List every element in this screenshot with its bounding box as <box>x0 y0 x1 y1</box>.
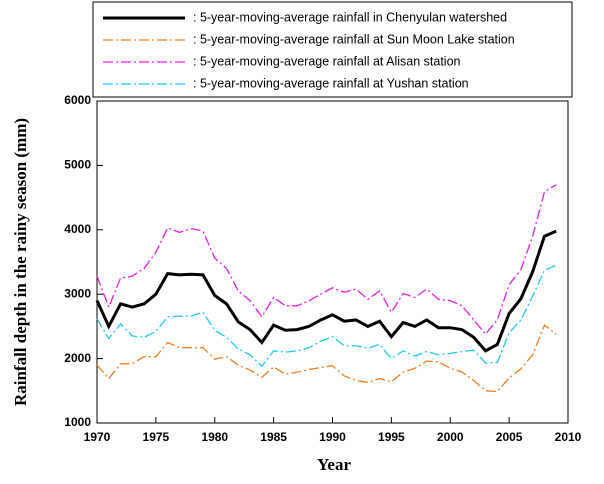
y-tick-label: 3000 <box>64 286 91 300</box>
legend-label: : 5-year-moving-average rainfall in Chen… <box>193 10 507 24</box>
x-tick-label: 2000 <box>437 430 464 444</box>
y-tick-label: 4000 <box>64 222 91 236</box>
y-tick-label: 5000 <box>64 158 91 172</box>
series-line <box>96 184 557 336</box>
legend-label: : 5-year-moving-average rainfall at Yush… <box>193 76 469 90</box>
x-tick-label: 1985 <box>260 430 287 444</box>
x-tick-label: 1990 <box>319 430 346 444</box>
y-axis-title: Rainfall depth in the rainy season (mm) <box>11 118 30 406</box>
x-axis-title: Year <box>317 455 351 474</box>
series-line <box>95 229 557 353</box>
legend-label: : 5-year-moving-average rainfall at Sun … <box>193 32 515 46</box>
plot-frame <box>96 100 569 424</box>
x-tick-label: 1980 <box>201 430 228 444</box>
x-tick-label: 1975 <box>143 430 170 444</box>
x-tick-label: 1995 <box>378 430 405 444</box>
legend-label: : 5-year-moving-average rainfall at Alis… <box>193 54 461 68</box>
x-tick-label: 2010 <box>555 430 582 444</box>
y-tick-label: 6000 <box>64 93 91 107</box>
y-tick-label: 2000 <box>64 351 91 365</box>
x-tick-label: 2005 <box>496 430 523 444</box>
series-line <box>96 264 557 368</box>
x-tick-label: 1970 <box>84 430 111 444</box>
series-line <box>96 324 557 393</box>
y-tick-label: 1000 <box>64 415 91 429</box>
